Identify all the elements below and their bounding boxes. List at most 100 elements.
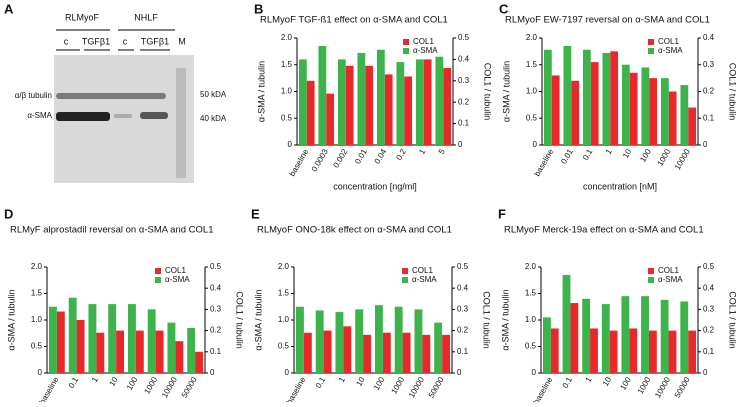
legend-label: α-SMA xyxy=(413,46,438,55)
blot-band xyxy=(56,112,110,121)
x-tick-label: 50000 xyxy=(180,375,199,399)
bar xyxy=(298,59,307,145)
panel-letter: C xyxy=(499,1,509,16)
x-tick-label: baseline xyxy=(285,375,308,402)
bar xyxy=(582,49,591,145)
lane-label: TGFβ1 xyxy=(82,36,110,46)
bar xyxy=(76,320,85,373)
bar xyxy=(187,327,196,373)
x-tick-label: 10 xyxy=(107,375,120,388)
bar xyxy=(135,330,144,373)
bar xyxy=(303,332,312,373)
x-tick-label: 10000 xyxy=(673,147,692,171)
y-tick-label: 1.0 xyxy=(526,87,538,96)
x-axis-label: concentration [ng/ml] xyxy=(333,181,417,191)
x-tick-label: 100 xyxy=(125,375,140,392)
bar xyxy=(668,330,677,373)
x-tick-label: 100 xyxy=(618,375,633,392)
x-tick-label: 50000 xyxy=(427,375,446,399)
y-tick-label: 1.5 xyxy=(31,289,43,298)
bar xyxy=(550,328,559,373)
bar xyxy=(551,75,560,145)
panel-letter: A xyxy=(4,1,14,16)
bar xyxy=(660,78,669,145)
y2-tick-label: 0.4 xyxy=(458,55,470,64)
x-tick-label: 0.01 xyxy=(559,147,575,165)
y2-tick-label: 0.5 xyxy=(210,262,222,271)
y-axis-label: α-SMA / tubulin xyxy=(500,289,510,350)
y-tick-label: 1.5 xyxy=(526,60,538,69)
chart-title: RLMyF alprostadil reversal on α-SMA and … xyxy=(10,225,214,236)
bar xyxy=(680,85,689,145)
bar xyxy=(363,334,372,373)
y2-tick-label: 0.1 xyxy=(458,119,470,128)
x-tick-label: 10 xyxy=(621,147,634,160)
y2-tick-label: 0 xyxy=(703,140,708,149)
bar xyxy=(376,49,385,145)
x-tick-label: baseline xyxy=(532,375,555,402)
x-tick-label: 10000 xyxy=(653,375,672,399)
bar xyxy=(590,328,598,373)
bar xyxy=(48,306,57,373)
x-tick-label: 1000 xyxy=(142,375,159,395)
x-tick-label: 1 xyxy=(417,147,427,156)
bar xyxy=(167,322,176,373)
y2-tick-label: 0 xyxy=(458,140,463,149)
bar xyxy=(601,304,610,373)
x-tick-label: 10 xyxy=(354,375,367,388)
y2-axis-label: COL1 / tubulin xyxy=(235,291,245,349)
bar xyxy=(147,309,156,373)
bar xyxy=(56,311,65,373)
y2-tick-label: 0 xyxy=(703,368,708,377)
bar xyxy=(127,304,136,373)
bar xyxy=(422,334,431,373)
bar xyxy=(688,107,697,145)
bar xyxy=(648,330,657,373)
legend-label: COL1 xyxy=(412,266,433,275)
bar xyxy=(543,49,552,145)
y2-tick-label: 0.3 xyxy=(703,305,715,314)
bar xyxy=(443,67,452,145)
bar xyxy=(396,62,405,146)
bar xyxy=(571,80,580,145)
bar xyxy=(621,296,630,373)
y2-tick-label: 0.3 xyxy=(458,76,470,85)
lane-label: TGFβ1 xyxy=(141,36,169,46)
x-tick-label: 1 xyxy=(90,375,100,384)
y2-tick-label: 0.1 xyxy=(210,347,222,356)
y-tick-label: 0.5 xyxy=(278,342,290,351)
legend-swatch xyxy=(402,277,408,283)
y-tick-label: 2.0 xyxy=(281,33,293,42)
y-tick-label: 1.0 xyxy=(278,315,290,324)
bar xyxy=(155,330,164,373)
y-tick-label: 1.0 xyxy=(525,315,537,324)
bar xyxy=(343,326,352,373)
bar xyxy=(570,303,579,373)
bar xyxy=(365,65,374,145)
chart-title: RLMyoF TGF-ß1 effect on α-SMA and COL1 xyxy=(260,15,448,26)
marker-lane xyxy=(176,68,186,178)
bar xyxy=(318,46,327,145)
x-tick-label: 10000 xyxy=(160,375,179,399)
y2-axis-label: COL1 / tubulin xyxy=(728,63,738,121)
y2-axis-label: COL1 / tubulin xyxy=(483,63,493,121)
y-tick-label: 0 xyxy=(38,368,43,377)
y2-tick-label: 0.4 xyxy=(457,283,469,292)
bar xyxy=(610,51,619,145)
bar xyxy=(629,72,638,145)
y2-tick-label: 0.2 xyxy=(703,87,715,96)
x-tick-label: 0.1 xyxy=(561,375,575,390)
legend-label: COL1 xyxy=(658,37,679,46)
bar xyxy=(590,62,599,146)
x-tick-label: 0.1 xyxy=(581,147,595,162)
y2-tick-label: 0.3 xyxy=(210,305,222,314)
x-tick-label: 100 xyxy=(372,375,387,392)
panel-letter: D xyxy=(4,206,13,221)
y-tick-label: 0 xyxy=(288,140,293,149)
y-tick-label: 0 xyxy=(533,140,538,149)
band-label: α-SMA xyxy=(27,111,52,120)
bar xyxy=(315,310,324,373)
bar xyxy=(295,306,304,373)
marker-label: 50 kDA xyxy=(200,90,227,99)
band-label: α/β tubulin xyxy=(15,91,52,100)
